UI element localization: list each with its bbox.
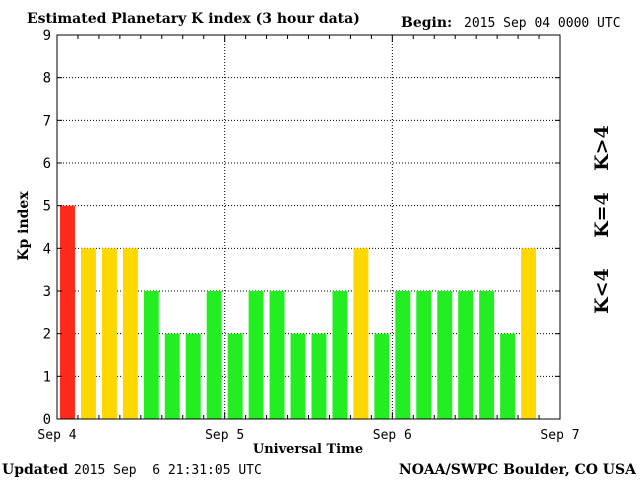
y-tick-label: 5 — [43, 199, 51, 215]
kp-bar — [227, 333, 243, 419]
chart-title: Estimated Planetary K index (3 hour data… — [27, 11, 360, 27]
kp-bar — [437, 291, 453, 419]
y-tick-label: 1 — [43, 369, 51, 385]
updated-value: 2015 Sep 6 21:31:05 UTC — [74, 463, 262, 478]
kp-bar — [60, 205, 75, 419]
y-tick-label: 6 — [43, 156, 51, 172]
y-tick-label: 3 — [43, 284, 51, 300]
legend-k-below-4: K<4 — [591, 268, 613, 314]
kp-bar — [290, 333, 306, 419]
kp-bar — [521, 248, 537, 419]
kp-bar — [164, 333, 180, 419]
plot-area: 0 1 2 3 4 5 6 7 8 9 Sep 4 Sep 5 Sep 6 Sep 7 — [37, 28, 579, 443]
begin-label: Begin: — [401, 15, 452, 31]
kp-bar — [269, 291, 285, 419]
kp-bar — [185, 333, 201, 419]
kp-bar — [122, 248, 138, 419]
kp-bar — [353, 248, 369, 419]
x-tick-label: Sep 4 — [37, 428, 76, 443]
kp-bar — [416, 291, 432, 419]
y-tick-label: 9 — [43, 28, 51, 44]
y-tick-label: 7 — [43, 113, 51, 129]
kp-bar — [206, 291, 222, 419]
kp-bar — [479, 291, 495, 419]
source-credit: NOAA/SWPC Boulder, CO USA — [399, 462, 637, 478]
legend-k-equal-4: K=4 — [591, 192, 613, 238]
kp-bar — [101, 248, 117, 419]
kp-bar — [374, 333, 390, 419]
x-axis-label: Universal Time — [253, 442, 363, 457]
y-axis-label: Kp index — [16, 191, 32, 261]
updated-label: Updated — [2, 462, 68, 478]
y-tick-label: 2 — [43, 327, 51, 343]
kp-bar — [500, 333, 516, 419]
kp-bar — [311, 333, 327, 419]
x-tick-label: Sep 5 — [205, 428, 244, 443]
kp-bar — [458, 291, 474, 419]
y-tick-label: 8 — [43, 71, 51, 87]
begin-value: 2015 Sep 04 0000 UTC — [464, 16, 621, 31]
kp-bar — [143, 291, 159, 419]
y-tick-label: 4 — [43, 241, 51, 257]
x-tick-label: Sep 7 — [540, 428, 579, 443]
x-tick-label: Sep 6 — [373, 428, 412, 443]
y-tick-label: 0 — [43, 412, 51, 428]
legend-k-above-4: K>4 — [591, 125, 613, 171]
kp-bar — [332, 291, 348, 419]
kp-bar — [395, 291, 411, 419]
kp-bar — [80, 248, 96, 419]
kp-bar — [248, 291, 264, 419]
